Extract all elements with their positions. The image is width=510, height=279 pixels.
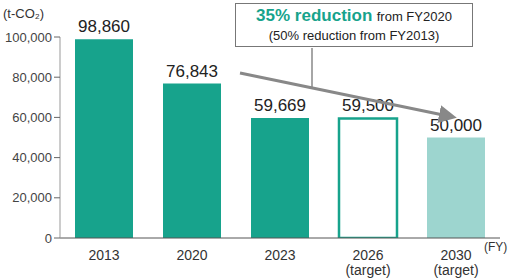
svg-text:20,000: 20,000 [12,190,52,205]
svg-text:76,843: 76,843 [166,62,218,81]
svg-text:59,669: 59,669 [254,96,306,115]
svg-text:2023: 2023 [264,247,295,263]
svg-text:(target): (target) [345,262,390,278]
html-text:(50% reduction from FY2013): (50% reduction from FY2013) [268,28,440,43]
svg-text:60,000: 60,000 [12,110,52,125]
svg-text:2013: 2013 [88,247,119,263]
html-text:(FY): (FY) [484,240,508,254]
svg-text:59,500: 59,500 [342,96,394,115]
svg-text:2026: 2026 [352,247,383,263]
svg-text:80,000: 80,000 [12,70,52,85]
svg-text:40,000: 40,000 [12,150,52,165]
svg-text:2020: 2020 [176,247,207,263]
svg-text:98,860: 98,860 [78,17,130,36]
html-text:35% reduction from FY2020: 35% reduction from FY2020 [256,6,452,25]
svg-text:50,000: 50,000 [430,116,482,135]
svg-text:2030: 2030 [440,247,471,263]
html-text:(t-CO₂): (t-CO₂) [3,6,45,21]
svg-text:(target): (target) [433,262,478,278]
svg-text:100,000: 100,000 [8,30,52,45]
svg-text:0: 0 [45,231,52,246]
